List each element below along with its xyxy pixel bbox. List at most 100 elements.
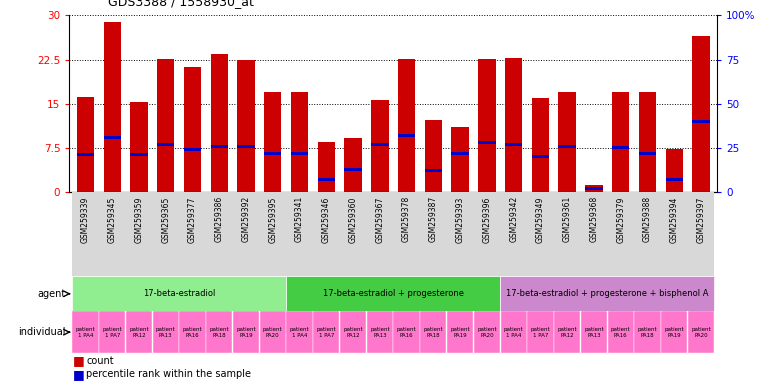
Bar (340, 192, 366, 276)
Bar (237, 60, 254, 192)
Bar (72, 276, 286, 311)
Bar (612, 92, 629, 192)
Bar (665, 178, 683, 181)
Bar (103, 22, 121, 192)
Bar (393, 192, 420, 276)
Bar (692, 36, 709, 192)
Bar (473, 192, 500, 276)
Bar (554, 192, 581, 276)
Bar (393, 311, 419, 353)
Bar (554, 311, 581, 353)
Text: GSM259361: GSM259361 (563, 196, 571, 242)
Bar (77, 97, 94, 192)
Text: GSM259378: GSM259378 (402, 196, 411, 242)
Bar (581, 192, 608, 276)
Bar (233, 311, 259, 353)
Text: GSM259377: GSM259377 (188, 196, 197, 243)
Bar (634, 192, 661, 276)
Text: patient
1 PA4: patient 1 PA4 (503, 327, 524, 338)
Bar (291, 92, 308, 192)
Bar (179, 192, 206, 276)
Bar (77, 154, 94, 156)
Text: 17-beta-estradiol: 17-beta-estradiol (143, 289, 215, 298)
Bar (500, 192, 527, 276)
Bar (398, 59, 416, 192)
Bar (126, 311, 152, 353)
Bar (99, 311, 126, 353)
Bar (420, 192, 446, 276)
Bar (210, 145, 228, 147)
Bar (447, 311, 473, 353)
Bar (398, 134, 416, 137)
Bar (72, 192, 99, 276)
Text: patient
1 PA7: patient 1 PA7 (316, 327, 336, 338)
Text: patient
PA12: patient PA12 (130, 327, 149, 338)
Bar (260, 311, 286, 353)
Bar (532, 98, 549, 192)
Bar (420, 311, 446, 353)
Bar (157, 143, 174, 146)
Text: GSM259367: GSM259367 (375, 196, 384, 243)
Text: ■: ■ (73, 354, 85, 367)
Text: count: count (86, 356, 114, 366)
Bar (291, 152, 308, 155)
Bar (126, 192, 153, 276)
Text: GSM259386: GSM259386 (215, 196, 224, 242)
Bar (99, 192, 126, 276)
Bar (425, 120, 442, 192)
Text: patient
PA19: patient PA19 (236, 327, 256, 338)
Bar (183, 67, 201, 192)
Text: GSM259393: GSM259393 (456, 196, 465, 243)
Bar (286, 276, 500, 311)
Bar (130, 154, 148, 156)
Bar (661, 192, 688, 276)
Bar (558, 92, 576, 192)
Bar (259, 192, 286, 276)
Text: 17-beta-estradiol + progesterone: 17-beta-estradiol + progesterone (323, 289, 463, 298)
Bar (532, 155, 549, 158)
Bar (585, 185, 603, 192)
Bar (287, 311, 313, 353)
Bar (153, 192, 179, 276)
Text: GSM259368: GSM259368 (589, 196, 598, 242)
Bar (635, 311, 661, 353)
Text: patient
PA16: patient PA16 (183, 327, 202, 338)
Text: GSM259395: GSM259395 (268, 196, 278, 243)
Bar (558, 145, 576, 147)
Bar (505, 58, 522, 192)
Text: GDS3388 / 1558930_at: GDS3388 / 1558930_at (108, 0, 254, 8)
Bar (478, 59, 496, 192)
Text: ■: ■ (73, 368, 85, 381)
Text: patient
PA12: patient PA12 (557, 327, 577, 338)
Text: GSM259394: GSM259394 (670, 196, 678, 243)
Bar (153, 311, 179, 353)
Bar (692, 120, 709, 123)
Bar (446, 192, 473, 276)
Text: patient
PA13: patient PA13 (584, 327, 604, 338)
Bar (688, 192, 715, 276)
Text: patient
1 PA7: patient 1 PA7 (530, 327, 550, 338)
Bar (206, 311, 232, 353)
Bar (72, 311, 99, 353)
Bar (180, 311, 206, 353)
Bar (608, 192, 634, 276)
Bar (366, 192, 393, 276)
Text: GSM259349: GSM259349 (536, 196, 545, 243)
Bar (661, 311, 687, 353)
Bar (103, 136, 121, 139)
Text: patient
1 PA4: patient 1 PA4 (76, 327, 96, 338)
Bar (340, 311, 366, 353)
Bar (638, 92, 656, 192)
Text: patient
PA20: patient PA20 (477, 327, 497, 338)
Text: GSM259392: GSM259392 (241, 196, 251, 242)
Text: patient
PA18: patient PA18 (210, 327, 229, 338)
Text: GSM259360: GSM259360 (348, 196, 358, 243)
Bar (500, 276, 715, 311)
Bar (264, 92, 281, 192)
Text: GSM259345: GSM259345 (108, 196, 116, 243)
Bar (451, 152, 469, 155)
Bar (130, 102, 148, 192)
Bar (473, 311, 500, 353)
Text: individual: individual (18, 327, 66, 337)
Text: GSM259339: GSM259339 (81, 196, 90, 243)
